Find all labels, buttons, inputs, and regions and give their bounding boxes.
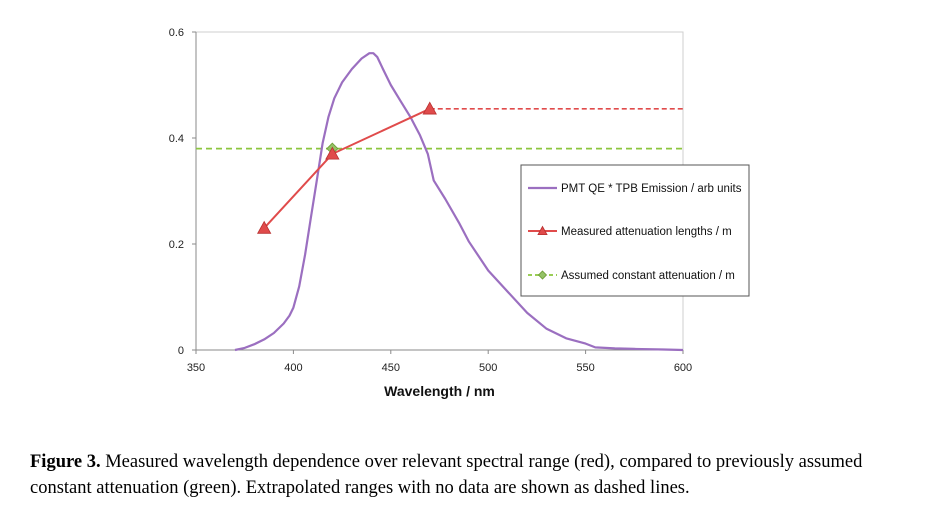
legend-label-1: Measured attenuation lengths / m xyxy=(561,226,732,238)
legend-swatch-assumed-marker xyxy=(537,270,548,280)
legend-label-0: PMT QE * TPB Emission / arb units xyxy=(561,183,742,195)
x-tick-label: 550 xyxy=(576,362,594,374)
series-pmt-qe-line xyxy=(234,52,684,352)
x-tick-label: 450 xyxy=(382,362,400,374)
legend: PMT QE * TPB Emission / arb units Measur… xyxy=(520,164,750,297)
x-tick-label: 500 xyxy=(479,362,497,374)
figure-label: Figure 3. xyxy=(30,452,101,472)
y-tick-label: 0.6 xyxy=(169,27,184,39)
legend-label-2: Assumed constant attenuation / m xyxy=(561,270,735,282)
x-tick-label: 600 xyxy=(674,362,692,374)
figure-caption: Figure 3. Measured wavelength dependence… xyxy=(30,449,900,501)
measured-point-marker xyxy=(422,101,437,115)
x-axis-title: Wavelength / nm xyxy=(384,383,495,399)
legend-box xyxy=(520,164,750,297)
y-tick-label: 0 xyxy=(178,345,184,357)
measured-point-marker xyxy=(325,146,340,160)
x-axis-ticks: 350 400 450 500 550 600 xyxy=(187,350,692,374)
x-tick-label: 400 xyxy=(284,362,302,374)
figure-caption-text: Measured wavelength dependence over rele… xyxy=(30,452,863,498)
y-tick-label: 0.2 xyxy=(169,239,184,251)
x-tick-label: 350 xyxy=(187,362,205,374)
measured-point-marker xyxy=(257,220,272,234)
legend-swatches xyxy=(528,186,557,280)
series-layer xyxy=(196,52,684,352)
chart: 0 0.2 0.4 0.6 350 400 450 500 550 600 Wavelength… xyxy=(169,27,750,399)
y-tick-label: 0.4 xyxy=(169,133,184,145)
y-axis-ticks: 0 0.2 0.4 0.6 xyxy=(169,27,196,357)
legend-swatch-measured-marker xyxy=(537,225,548,236)
